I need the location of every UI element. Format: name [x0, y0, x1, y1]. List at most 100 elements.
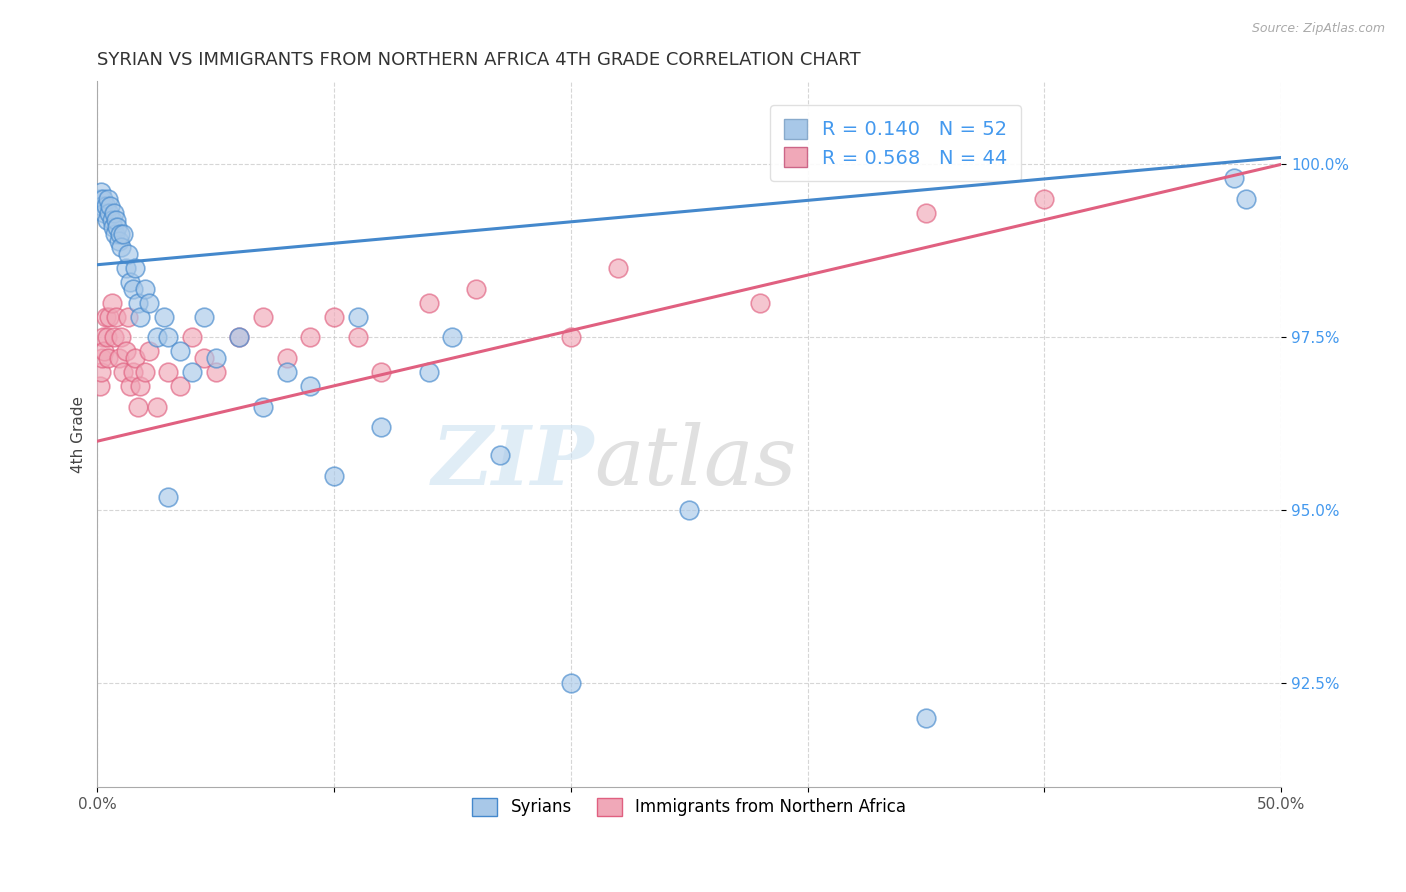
Legend: Syrians, Immigrants from Northern Africa: Syrians, Immigrants from Northern Africa [464, 789, 914, 825]
Point [89, 379, 111, 393]
Point [105, 310, 128, 324]
Point [346, 310, 368, 324]
Text: atlas: atlas [595, 423, 797, 502]
Point [104, 227, 127, 241]
Point [157, 365, 180, 379]
Point [121, 365, 143, 379]
Point [127, 400, 149, 414]
Point [129, 310, 152, 324]
Point [107, 219, 129, 234]
Point [204, 351, 226, 366]
Point [117, 310, 139, 324]
Text: SYRIAN VS IMMIGRANTS FROM NORTHERN AFRICA 4TH GRADE CORRELATION CHART: SYRIAN VS IMMIGRANTS FROM NORTHERN AFRIC… [97, 51, 860, 69]
Point [370, 365, 392, 379]
Point [138, 344, 160, 359]
Point [98, 310, 121, 324]
Text: Source: ZipAtlas.com: Source: ZipAtlas.com [1251, 22, 1385, 36]
Point [193, 351, 215, 366]
Point [181, 330, 204, 344]
Point [138, 295, 160, 310]
Point [89, 192, 111, 206]
Point [100, 212, 122, 227]
Point [915, 206, 938, 220]
Point [1222, 171, 1244, 186]
Point [228, 330, 250, 344]
Point [96, 330, 118, 344]
Point [1234, 192, 1257, 206]
Point [441, 330, 464, 344]
Y-axis label: 4th Grade: 4th Grade [72, 396, 86, 473]
Point [157, 330, 180, 344]
Point [276, 351, 298, 366]
Point [323, 310, 346, 324]
Point [418, 365, 440, 379]
Point [108, 227, 131, 241]
Point [114, 261, 136, 276]
Point [121, 282, 143, 296]
Point [915, 711, 938, 725]
Point [105, 212, 128, 227]
Point [91, 199, 114, 213]
Point [107, 234, 129, 248]
Point [107, 351, 129, 366]
Point [560, 676, 582, 690]
Point [169, 344, 191, 359]
Point [157, 490, 180, 504]
Point [93, 344, 115, 359]
Point [560, 330, 582, 344]
Point [114, 344, 136, 359]
Point [134, 365, 156, 379]
Point [204, 365, 226, 379]
Point [91, 351, 114, 366]
Point [93, 206, 115, 220]
Point [488, 448, 510, 462]
Point [112, 365, 135, 379]
Point [276, 365, 298, 379]
Point [1033, 192, 1056, 206]
Point [94, 199, 117, 213]
Point [91, 192, 114, 206]
Text: ZIP: ZIP [432, 423, 595, 502]
Point [96, 212, 118, 227]
Point [120, 379, 142, 393]
Point [465, 282, 488, 296]
Point [678, 503, 700, 517]
Point [110, 330, 132, 344]
Point [124, 261, 146, 276]
Point [145, 400, 167, 414]
Point [228, 330, 250, 344]
Point [100, 295, 122, 310]
Point [124, 351, 146, 366]
Point [749, 295, 772, 310]
Point [97, 192, 120, 206]
Point [152, 310, 174, 324]
Point [299, 379, 322, 393]
Point [145, 330, 167, 344]
Point [117, 247, 139, 261]
Point [299, 330, 322, 344]
Point [110, 240, 132, 254]
Point [169, 379, 191, 393]
Point [129, 379, 152, 393]
Point [100, 199, 122, 213]
Point [101, 219, 124, 234]
Point [103, 206, 125, 220]
Point [323, 468, 346, 483]
Point [181, 365, 204, 379]
Point [103, 330, 125, 344]
Point [98, 206, 121, 220]
Point [346, 330, 368, 344]
Point [252, 400, 274, 414]
Point [252, 310, 274, 324]
Point [134, 282, 156, 296]
Point [127, 295, 149, 310]
Point [91, 330, 114, 344]
Point [97, 351, 120, 366]
Point [90, 365, 112, 379]
Point [607, 261, 630, 276]
Point [112, 227, 135, 241]
Point [90, 185, 112, 199]
Point [94, 310, 117, 324]
Point [120, 275, 142, 289]
Point [193, 310, 215, 324]
